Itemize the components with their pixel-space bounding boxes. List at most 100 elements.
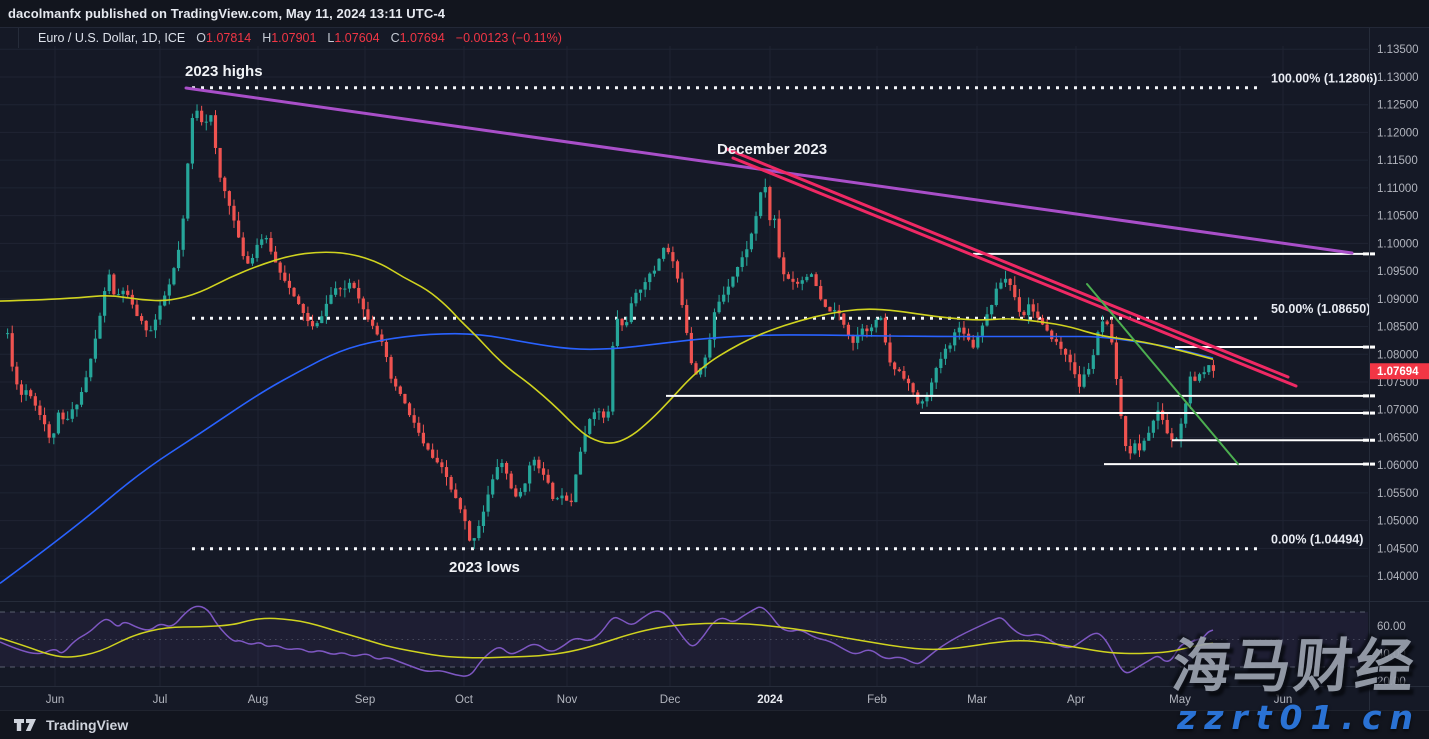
candle-body bbox=[597, 411, 601, 413]
candle-body bbox=[52, 433, 56, 438]
price-tick-label: 1.04000 bbox=[1377, 571, 1419, 583]
rsi-ma-line bbox=[0, 617, 1214, 659]
candle-body bbox=[320, 316, 324, 324]
candle-body bbox=[352, 282, 356, 288]
candle-body bbox=[662, 247, 666, 259]
candle-body bbox=[121, 290, 125, 295]
candle-body bbox=[486, 494, 490, 512]
candle-body bbox=[407, 403, 412, 416]
price-tick-label: 1.10500 bbox=[1377, 211, 1419, 223]
candle-body bbox=[791, 278, 795, 282]
fib-retracement bbox=[192, 86, 1262, 551]
candle-body bbox=[347, 282, 352, 289]
candle-body bbox=[278, 262, 282, 273]
candle-body bbox=[504, 463, 509, 474]
candle-body bbox=[648, 273, 652, 283]
candle-body bbox=[1202, 372, 1206, 375]
candle-body bbox=[569, 500, 573, 503]
annotation-label: 2023 lows bbox=[449, 559, 520, 576]
candle-body bbox=[412, 415, 416, 423]
candle-body bbox=[116, 294, 121, 296]
candle-body bbox=[920, 401, 924, 404]
candle-body bbox=[1063, 348, 1068, 355]
candle-body bbox=[551, 482, 555, 500]
symbol-title[interactable]: Euro / U.S. Dollar, 1D, ICE bbox=[38, 31, 186, 45]
candle-body bbox=[15, 366, 19, 385]
candle-body bbox=[832, 310, 837, 312]
candle-body bbox=[1003, 278, 1008, 283]
candle-body bbox=[754, 216, 758, 234]
candle-body bbox=[1031, 304, 1035, 312]
candle-body bbox=[195, 110, 199, 118]
candle-body bbox=[24, 390, 28, 395]
attribution-bar: dacolmanfx published on TradingView.com,… bbox=[0, 0, 1429, 28]
candle-body bbox=[694, 363, 698, 375]
candle-body bbox=[745, 249, 749, 258]
candle-body bbox=[809, 274, 814, 277]
candle-body bbox=[42, 415, 47, 425]
last-price-tag bbox=[1370, 363, 1429, 380]
candle-body bbox=[144, 320, 148, 331]
candle-body bbox=[370, 319, 375, 326]
ohlc-open: O1.07814 bbox=[196, 31, 252, 45]
candle-body bbox=[449, 477, 453, 490]
candle-body bbox=[495, 467, 499, 480]
text-annotations: 2023 highs December 2023 2023 lows 100.00% … bbox=[185, 63, 1377, 576]
candle-body bbox=[930, 382, 934, 397]
candle-body bbox=[84, 377, 88, 393]
candle-body bbox=[874, 319, 878, 328]
candle-body bbox=[1110, 324, 1114, 343]
price-axis[interactable]: 1.13500 1.13000 1.12500 1.12000 1.11500 1.110… bbox=[1370, 44, 1429, 688]
candle-body bbox=[79, 392, 84, 405]
symbol-legend[interactable]: Euro / U.S. Dollar, 1D, ICE O1.07814 H1.… bbox=[38, 31, 562, 45]
candle-body bbox=[398, 386, 402, 394]
candle-body bbox=[292, 287, 296, 297]
candle-body bbox=[897, 369, 901, 372]
last-price-value: 1.07694 bbox=[1377, 366, 1419, 378]
candle-body bbox=[717, 301, 721, 313]
candle-body bbox=[916, 392, 920, 404]
candle-body bbox=[93, 338, 97, 359]
candle-body bbox=[241, 237, 245, 257]
candle-body bbox=[1091, 355, 1095, 369]
candle-body bbox=[1156, 410, 1160, 421]
candle-body bbox=[902, 371, 906, 379]
candle-body bbox=[574, 474, 578, 503]
candle-body bbox=[865, 328, 869, 332]
candle-body bbox=[879, 317, 883, 320]
time-tick-label: Jun bbox=[1274, 694, 1293, 706]
candle-body bbox=[232, 205, 236, 221]
time-tick-label: Oct bbox=[455, 694, 474, 706]
rsi-tick-label: 60.00 bbox=[1377, 621, 1406, 633]
candle-body bbox=[532, 459, 536, 466]
candle-body bbox=[273, 251, 278, 263]
candle-body bbox=[1054, 339, 1058, 342]
candle-body bbox=[375, 325, 379, 335]
candle-body bbox=[726, 286, 730, 295]
time-axis[interactable]: Jun Jul Aug Sep Oct Nov Dec 2024 Feb Mar Apr May Jun bbox=[46, 694, 1293, 706]
candle-body bbox=[999, 282, 1003, 289]
candle-body bbox=[763, 186, 767, 193]
candle-body bbox=[565, 495, 569, 501]
candle-body bbox=[66, 418, 70, 420]
fib-level-label: 0.00% (1.04494) bbox=[1271, 533, 1363, 547]
candle-body bbox=[851, 335, 855, 343]
candle-body bbox=[468, 521, 472, 541]
candle-body bbox=[417, 422, 421, 433]
candle-body bbox=[722, 294, 726, 302]
candle-body bbox=[70, 409, 74, 419]
candle-body bbox=[819, 286, 823, 300]
candle-body bbox=[740, 257, 744, 267]
time-tick-label: Sep bbox=[355, 694, 375, 706]
candle-body bbox=[1059, 341, 1063, 349]
tradingview-brand-text[interactable]: TradingView bbox=[46, 717, 129, 733]
candle-body bbox=[357, 287, 361, 299]
tradingview-logo-icon[interactable] bbox=[12, 712, 38, 738]
candle-body bbox=[1211, 365, 1216, 371]
candle-body bbox=[89, 358, 93, 378]
candle-body bbox=[680, 278, 684, 306]
candle-body bbox=[472, 538, 476, 541]
candle-body bbox=[366, 309, 370, 320]
